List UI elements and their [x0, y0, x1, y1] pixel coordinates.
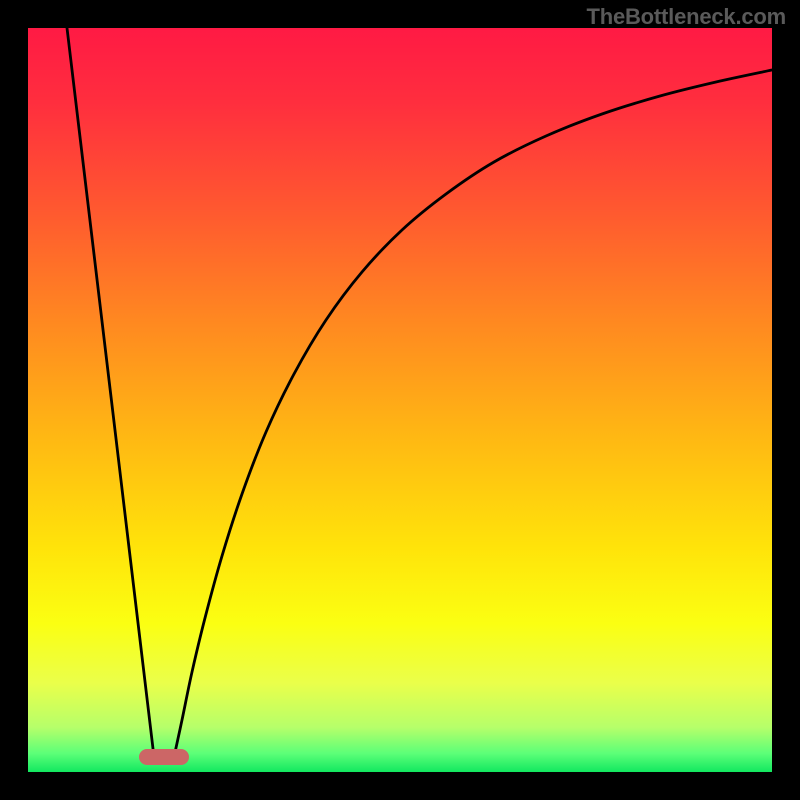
plot-area	[28, 28, 772, 772]
chart-container: TheBottleneck.com	[0, 0, 800, 800]
watermark-text: TheBottleneck.com	[586, 4, 786, 30]
curve-right-segment	[174, 70, 772, 757]
optimal-marker	[139, 749, 189, 765]
curve-left-segment	[67, 28, 154, 757]
bottleneck-curve	[28, 28, 772, 772]
